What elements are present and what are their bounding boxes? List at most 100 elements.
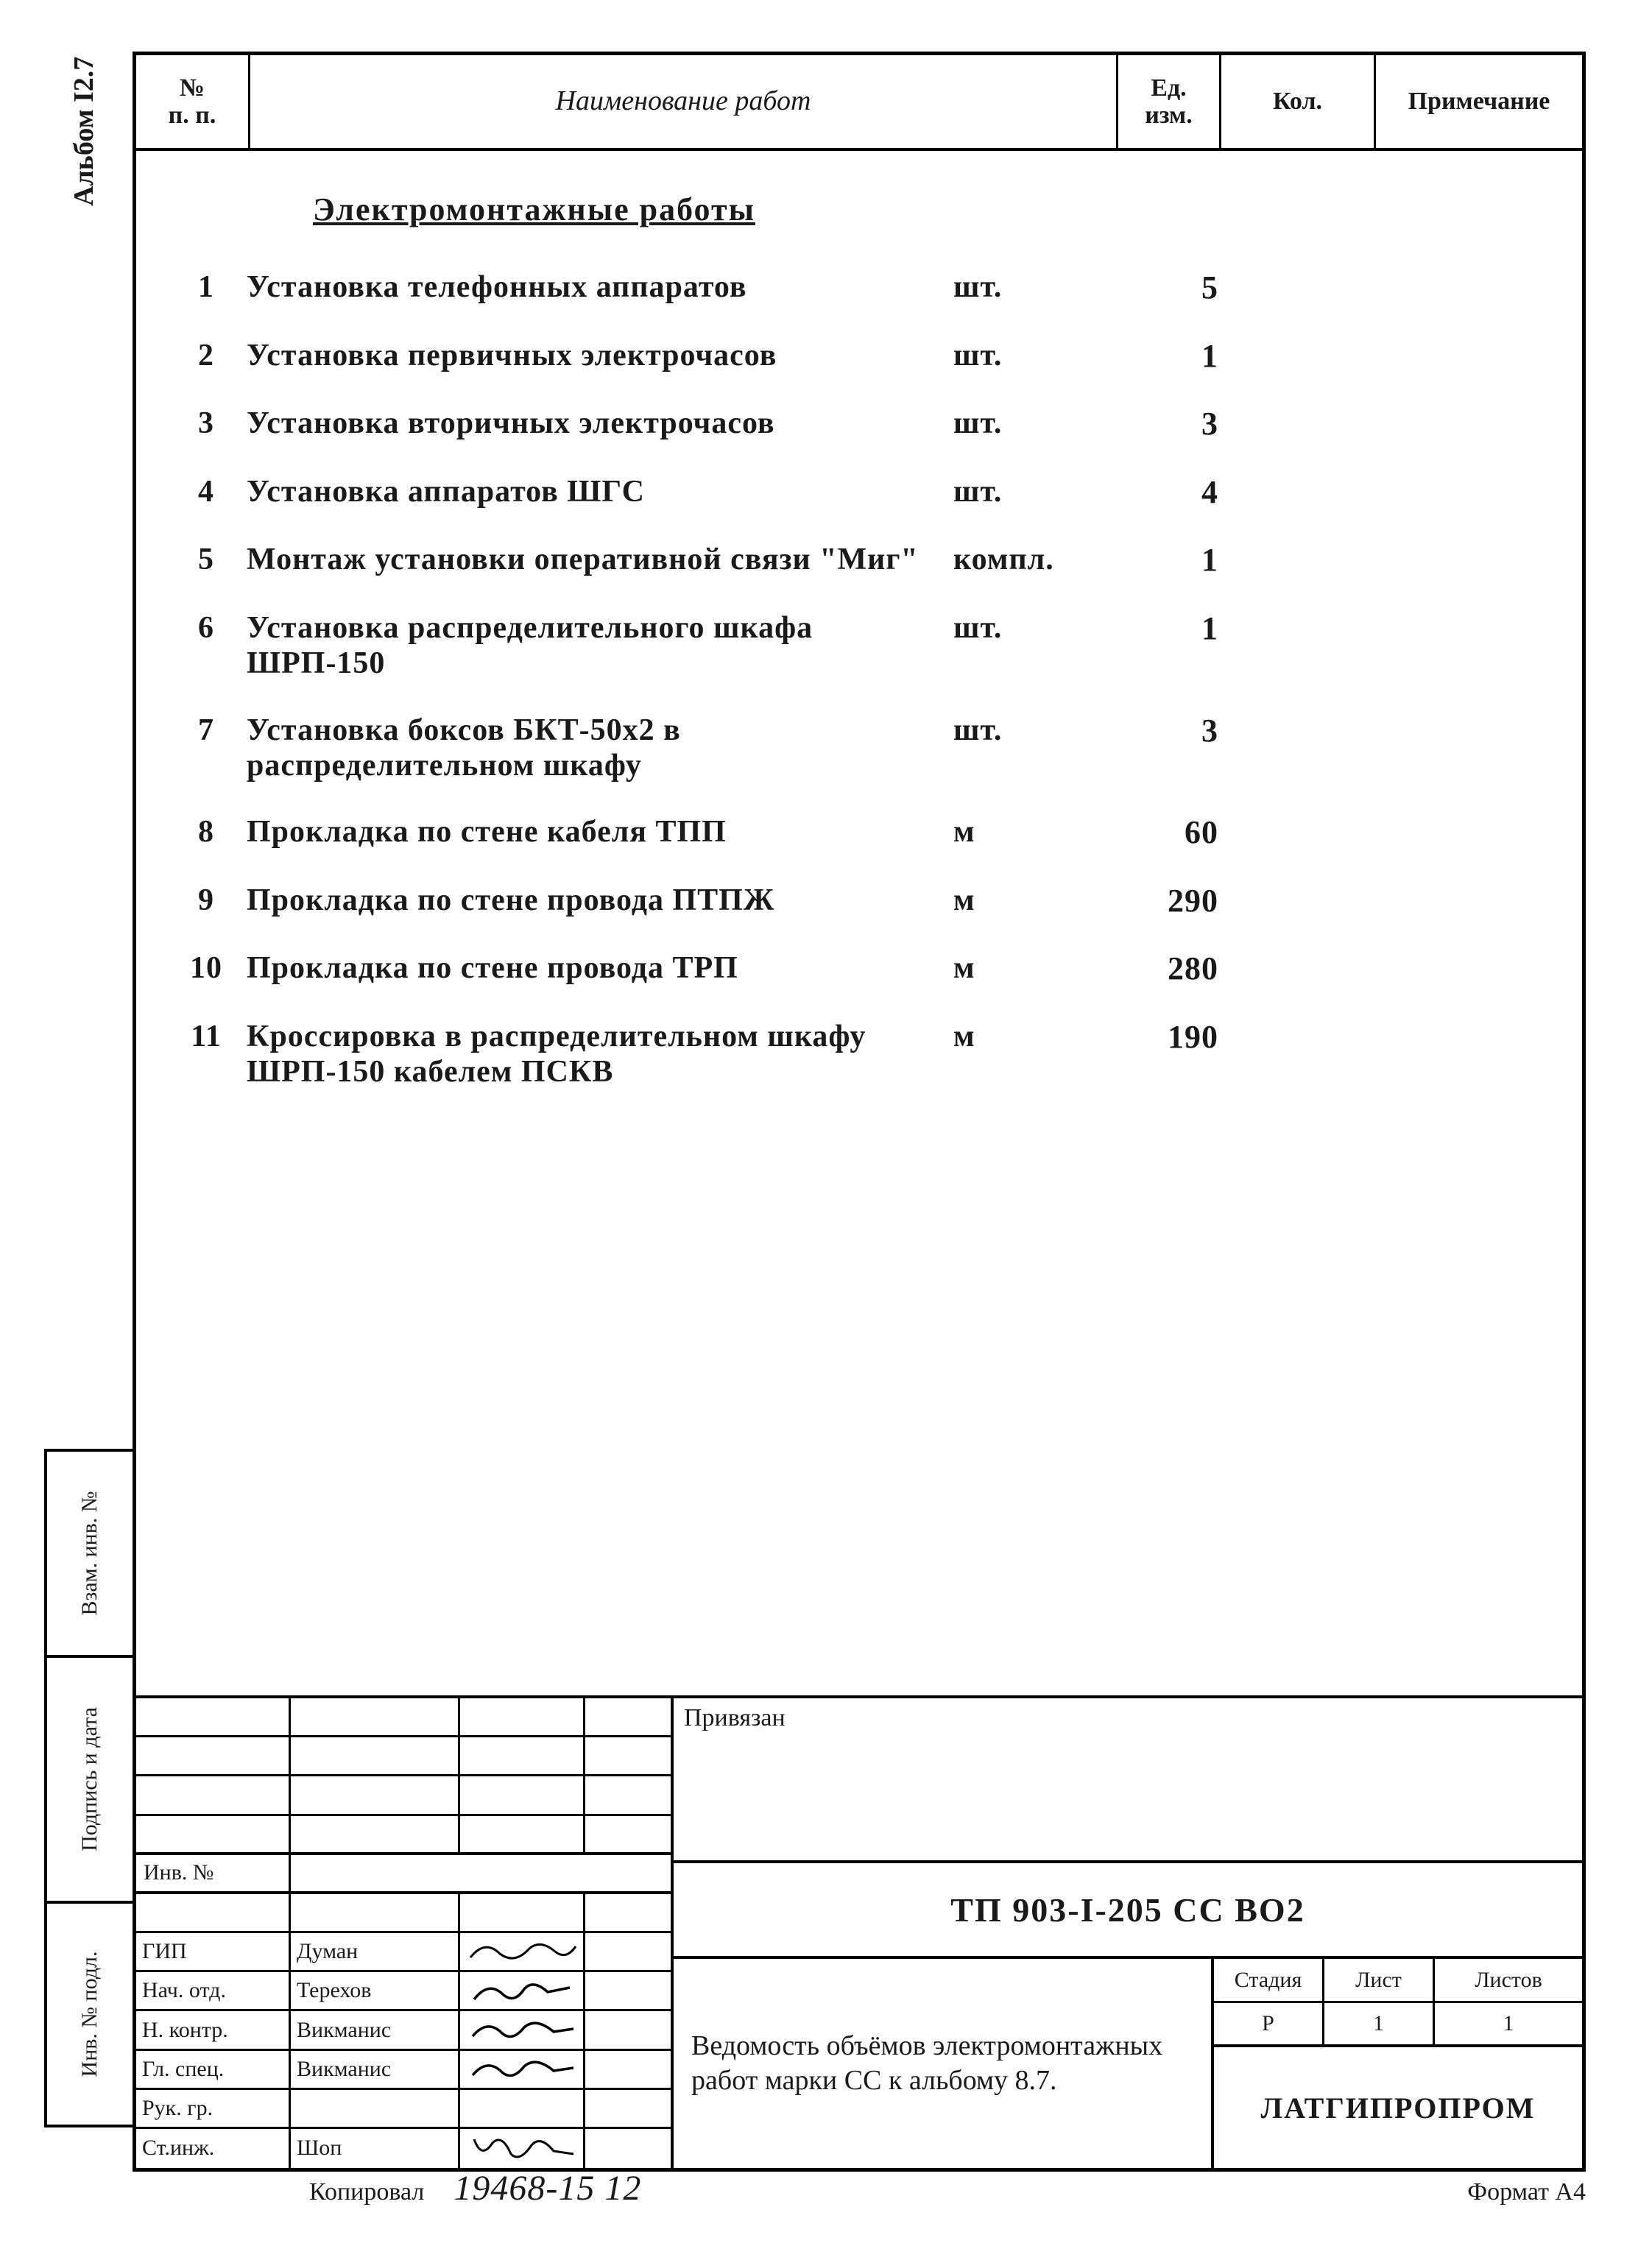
stage-value: Р xyxy=(1214,2003,1324,2044)
table-row: 1Установка телефонных аппаратовшт.5 xyxy=(166,269,1553,307)
role-row-glspec: Гл. спец. Викманис xyxy=(136,2051,671,2090)
role-row-gip: ГИП Думан xyxy=(136,1933,671,1972)
name-rukgr xyxy=(291,2090,460,2127)
row-qty: 60 xyxy=(1101,814,1218,852)
inv-row: Инв. № xyxy=(136,1855,671,1894)
row-name: Прокладка по стене провода ТРП xyxy=(247,950,953,986)
frame: № п. п. Наименование работ Ед. изм. Кол.… xyxy=(133,52,1586,2172)
album-label: Альбом I2.7 xyxy=(70,57,98,206)
sig-stinj xyxy=(460,2129,585,2168)
row-qty: 4 xyxy=(1101,474,1218,512)
row-qty: 3 xyxy=(1101,713,1218,750)
table-row: 4Установка аппаратов ШГСшт.4 xyxy=(166,474,1553,512)
row-name: Прокладка по стене кабеля ТПП xyxy=(247,814,953,850)
doc-meta: Стадия Лист Листов Р 1 1 ЛАТГИПРОПРОМ xyxy=(1214,1959,1582,2168)
row-qty: 290 xyxy=(1101,883,1218,920)
table-header: № п. п. Наименование работ Ед. изм. Кол.… xyxy=(136,55,1582,151)
role-row-nach: Нач. отд. Терехов xyxy=(136,1972,671,2011)
header-note: Примечание xyxy=(1376,55,1582,148)
name-stinj: Шоп xyxy=(291,2129,460,2168)
row-unit: шт. xyxy=(953,269,1101,305)
sig-glspec xyxy=(460,2051,585,2088)
row-unit: шт. xyxy=(953,713,1101,748)
row-name: Установка телефонных аппаратов xyxy=(247,269,953,305)
row-unit: шт. xyxy=(953,406,1101,441)
table-row: 7Установка боксов БКТ-50х2 в распределит… xyxy=(166,713,1553,784)
role-rukgr: Рук. гр. xyxy=(136,2090,291,2127)
header-name: Наименование работ xyxy=(250,55,1118,148)
row-qty: 1 xyxy=(1101,610,1218,648)
side-box-inv: Инв. № подл. xyxy=(44,1901,133,2127)
footer-fmt: Формат А4 xyxy=(1467,2178,1586,2206)
footer: Копировал 19468-15 12 Формат А4 xyxy=(309,2168,1586,2208)
row-unit: м xyxy=(953,814,1101,850)
role-nkontr: Н. контр. xyxy=(136,2011,291,2048)
table-row: 8Прокладка по стене кабеля ТППм60 xyxy=(166,814,1553,852)
role-nach: Нач. отд. xyxy=(136,1972,291,2009)
doc-title: Ведомость объёмов электромонтажных работ… xyxy=(674,1959,1214,2168)
row-name: Установка вторичных электрочасов xyxy=(247,406,953,441)
row-num: 4 xyxy=(166,474,247,509)
row-num: 7 xyxy=(166,713,247,748)
role-gip: ГИП xyxy=(136,1933,291,1970)
table-row: 9Прокладка по стене провода ПТПЖм290 xyxy=(166,883,1553,920)
row-qty: 190 xyxy=(1101,1019,1218,1056)
name-nkontr: Викманис xyxy=(291,2011,460,2048)
row-num: 10 xyxy=(166,950,247,986)
row-qty: 5 xyxy=(1101,269,1218,307)
row-num: 6 xyxy=(166,610,247,646)
doc-code: ТП 903-I-205 СС ВО2 xyxy=(674,1863,1582,1959)
side-box-podpis: Подпись и дата xyxy=(44,1655,133,1901)
footer-kop: Копировал xyxy=(309,2178,424,2206)
header-qty: Кол. xyxy=(1221,55,1376,148)
sig-nkontr xyxy=(460,2011,585,2048)
header-num: № п. п. xyxy=(136,55,250,148)
table-row: 3Установка вторичных электрочасовшт.3 xyxy=(166,406,1553,443)
row-num: 3 xyxy=(166,406,247,441)
page: Альбом I2.7 Взам. инв. № Подпись и дата … xyxy=(0,0,1652,2260)
stage-header: Стадия xyxy=(1214,1959,1324,2001)
sheet-header: Лист xyxy=(1324,1959,1435,2001)
name-nach: Терехов xyxy=(291,1972,460,2009)
row-name: Прокладка по стене провода ПТПЖ xyxy=(247,883,953,918)
side-box-inv-label: Инв. № подл. xyxy=(77,1952,102,2077)
sheets-header: Листов xyxy=(1435,1959,1582,2001)
side-box-podpis-label: Подпись и дата xyxy=(77,1707,102,1851)
side-box-vzam: Взам. инв. № xyxy=(44,1449,133,1655)
row-num: 2 xyxy=(166,338,247,373)
role-stinj: Ст.инж. xyxy=(136,2129,291,2168)
row-name: Установка распределительного шкафа ШРП-1… xyxy=(247,610,953,682)
row-name: Монтаж установки оперативной связи "Миг" xyxy=(247,542,953,577)
role-row-rukgr: Рук. гр. xyxy=(136,2090,671,2129)
section-title: Электромонтажные работы xyxy=(313,191,1553,228)
sheets-value: 1 xyxy=(1435,2003,1582,2044)
row-qty: 3 xyxy=(1101,406,1218,443)
row-qty: 280 xyxy=(1101,950,1218,988)
sig-gip xyxy=(460,1933,585,1970)
footer-num: 19468-15 12 xyxy=(453,2168,641,2208)
priv-label: Привязан xyxy=(684,1704,786,1731)
row-unit: шт. xyxy=(953,610,1101,646)
row-unit: шт. xyxy=(953,474,1101,509)
row-name: Установка первичных электрочасов xyxy=(247,338,953,373)
inv-label: Инв. № xyxy=(136,1855,291,1891)
sheet-value: 1 xyxy=(1324,2003,1435,2044)
table-body: Электромонтажные работы 1Установка телеф… xyxy=(136,151,1582,1695)
row-qty: 1 xyxy=(1101,338,1218,375)
row-name: Установка боксов БКТ-50х2 в распределите… xyxy=(247,713,953,784)
table-row: 6Установка распределительного шкафа ШРП-… xyxy=(166,610,1553,682)
sig-nach xyxy=(460,1972,585,2009)
header-unit: Ед. изм. xyxy=(1118,55,1221,148)
name-gip: Думан xyxy=(291,1933,460,1970)
org-name: ЛАТГИПРОПРОМ xyxy=(1214,2047,1582,2168)
title-block: Инв. № ГИП Думан Нач. отд. Терехов xyxy=(136,1695,1582,2168)
table-row: 5Монтаж установки оперативной связи "Миг… xyxy=(166,542,1553,579)
row-unit: шт. xyxy=(953,338,1101,373)
row-num: 9 xyxy=(166,883,247,918)
row-num: 11 xyxy=(166,1019,247,1054)
row-num: 1 xyxy=(166,269,247,305)
role-glspec: Гл. спец. xyxy=(136,2051,291,2088)
title-block-left: Инв. № ГИП Думан Нач. отд. Терехов xyxy=(136,1698,674,2168)
row-num: 5 xyxy=(166,542,247,577)
role-row-nkontr: Н. контр. Викманис xyxy=(136,2011,671,2050)
